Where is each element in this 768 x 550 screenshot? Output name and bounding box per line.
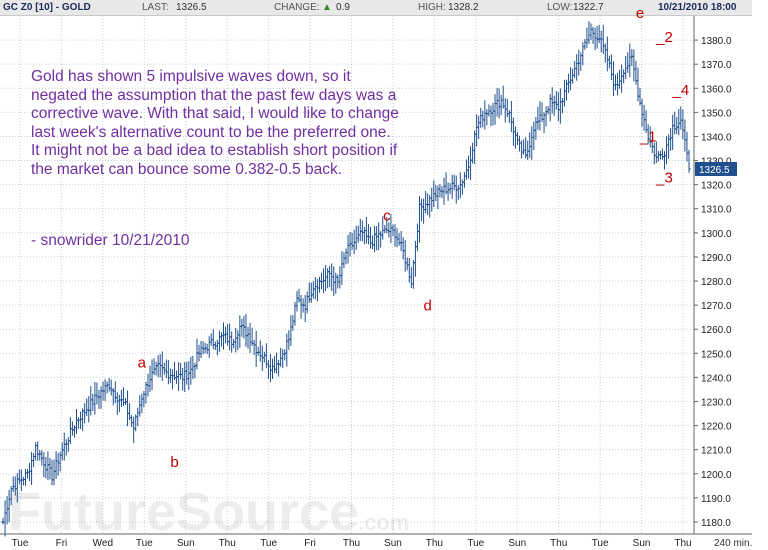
watermark-main: FutureSource	[8, 482, 359, 542]
y-tick-label: 1320.0	[701, 181, 732, 192]
y-tick-label: 1290.0	[701, 253, 732, 264]
wave-label: _1	[639, 129, 657, 146]
last-price-label: 1326.5	[699, 165, 730, 176]
low-value: 1322.7	[573, 2, 604, 13]
y-tick-label: 1250.0	[701, 349, 732, 360]
y-tick-label: 1360.0	[701, 84, 732, 95]
wave-label: a	[138, 354, 147, 371]
watermark-suffix: .com	[358, 510, 409, 535]
x-tick-label: Wed	[93, 538, 113, 549]
x-tick-label: Sun	[177, 538, 195, 549]
x-tick-label: Thu	[550, 538, 567, 549]
y-tick-label: 1280.0	[701, 277, 732, 288]
note-text: Gold has shown 5 impulsive waves down, s…	[31, 68, 399, 178]
y-tick-label: 1200.0	[701, 470, 732, 481]
change-value: 0.9	[336, 2, 350, 13]
low-label: LOW:	[547, 2, 573, 13]
x-tick-label: Fri	[304, 538, 316, 549]
wave-label: _4	[671, 82, 689, 99]
high-value: 1328.2	[448, 2, 479, 13]
x-tick-label: Tue	[467, 538, 484, 549]
x-tick-label: Tue	[136, 538, 153, 549]
x-tick-label: Thu	[674, 538, 691, 549]
x-tick-label: Tue	[260, 538, 277, 549]
wave-label: d	[423, 297, 431, 314]
y-tick-label: 1190.0	[701, 494, 731, 505]
interval-label: 240 min.	[714, 538, 752, 549]
y-tick-label: 1270.0	[701, 301, 732, 312]
x-tick-label: Thu	[219, 538, 236, 549]
high-label: HIGH:	[418, 2, 446, 13]
analysis-note: Gold has shown 5 impulsive waves down, s…	[31, 68, 403, 180]
wave-label: _3	[655, 170, 673, 187]
y-tick-label: 1220.0	[701, 422, 732, 433]
up-arrow-icon: ▲	[322, 2, 332, 13]
price-bar	[687, 149, 691, 173]
plot-area	[0, 16, 694, 534]
x-tick-label: Tue	[592, 538, 609, 549]
x-tick-label: Fri	[56, 538, 68, 549]
quote-header: GC Z0 [10] - GOLD LAST: 1326.5 CHANGE: ▲…	[0, 0, 752, 16]
last-label: LAST:	[142, 2, 169, 13]
x-tick-label: Sun	[384, 538, 402, 549]
y-tick-label: 1310.0	[701, 205, 732, 216]
y-tick-label: 1210.0	[701, 446, 732, 457]
wave-label: b	[170, 454, 178, 471]
y-tick-label: 1300.0	[701, 229, 732, 240]
x-tick-label: Thu	[426, 538, 443, 549]
x-tick-label: Sun	[633, 538, 651, 549]
y-tick-label: 1180.0	[701, 518, 731, 529]
last-price-box	[695, 161, 737, 176]
last-value: 1326.5	[176, 2, 207, 13]
wave-label: c	[383, 207, 391, 224]
change-label: CHANGE:	[274, 2, 320, 13]
y-tick-label: 1230.0	[701, 397, 732, 408]
y-tick-label: 1380.0	[701, 36, 732, 47]
datetime: 10/21/2010 18:00	[658, 2, 737, 13]
x-tick-label: Sun	[508, 538, 526, 549]
y-tick-label: 1340.0	[701, 132, 732, 143]
y-tick-label: 1260.0	[701, 325, 732, 336]
y-tick-label: 1350.0	[701, 108, 732, 119]
note-signature: - snowrider 10/21/2010	[31, 232, 190, 249]
wave-label: e	[636, 5, 644, 22]
symbol-title: GC Z0 [10] - GOLD	[3, 2, 91, 13]
x-tick-label: Thu	[343, 538, 360, 549]
y-tick-label: 1240.0	[701, 373, 732, 384]
wave-label: _2	[655, 29, 673, 46]
y-tick-label: 1370.0	[701, 60, 732, 71]
x-tick-label: Tue	[12, 538, 29, 549]
